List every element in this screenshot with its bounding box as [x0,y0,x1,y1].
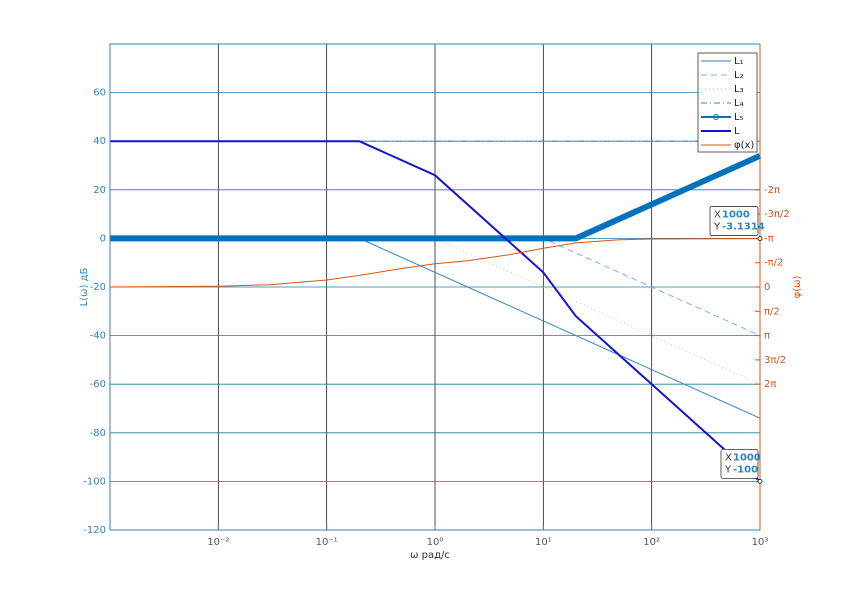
series-line [110,153,762,242]
legend-label: L₄ [734,98,744,109]
x-tick-label: 10³ [752,537,769,548]
x-tick-label: 10¹ [535,537,552,548]
series-line [110,140,761,483]
y2-tick-label: -3π/2 [764,209,790,220]
y2-tick-label: 3π/2 [764,355,786,366]
y-tick-label: 40 [93,136,106,147]
legend-label: φ(x) [734,140,754,151]
datatip-y-value: -3.1314 [722,222,765,233]
datatip-x-name: X [725,452,732,463]
datatip-y-name: Y [713,222,721,233]
y-tick-label: -120 [83,525,106,536]
x-tick-label: 10² [643,537,660,548]
x-tick-label: 10⁰ [427,537,444,548]
y-tick-label: -20 [90,282,106,293]
datatip-x-value: 1000 [722,210,750,221]
y2-tick-label: π [764,331,770,342]
datatip-box [709,206,759,236]
datatip-point [757,236,763,242]
y2-tick-label: -π [764,233,774,244]
y2-tick-label: π/2 [764,306,780,317]
x-tick-label: 10⁻² [207,537,229,548]
y2-axis-label: φ(ω) [792,276,803,299]
legend-label: L₁ [734,56,744,67]
datatip-y-name: Y [724,464,732,475]
y-tick-label: 20 [93,185,106,196]
legend-marker [713,114,719,120]
datatip-point [757,478,763,484]
y2-tick-label: 0 [764,282,770,293]
datatip-x-value: 1000 [733,452,761,463]
series-line [109,238,761,288]
y2-tick-label: -π/2 [764,258,783,269]
legend-box [697,52,758,153]
y-tick-label: 0 [100,233,106,244]
y2-tick-label: -2π [764,185,780,196]
datatip-x-name: X [714,210,721,221]
legend-label: L [734,126,740,137]
datatip-y-value: -100 [733,464,758,475]
y-tick-label: -60 [90,379,106,390]
x-tick-label: 10⁻¹ [316,537,338,548]
x-axis-label: ω рад/с [410,550,450,561]
y-axis-label: L(ω) дБ [79,268,90,307]
legend-label: L₅ [734,112,744,123]
y-tick-label: -40 [90,331,106,342]
y-tick-label: -100 [83,476,106,487]
y-tick-label: 60 [93,88,106,99]
datatip-box [720,448,759,479]
y2-tick-label: 2π [764,379,776,390]
legend-label: L₃ [734,84,744,95]
legend-label: L₂ [734,70,744,81]
y-tick-label: -80 [90,428,106,439]
